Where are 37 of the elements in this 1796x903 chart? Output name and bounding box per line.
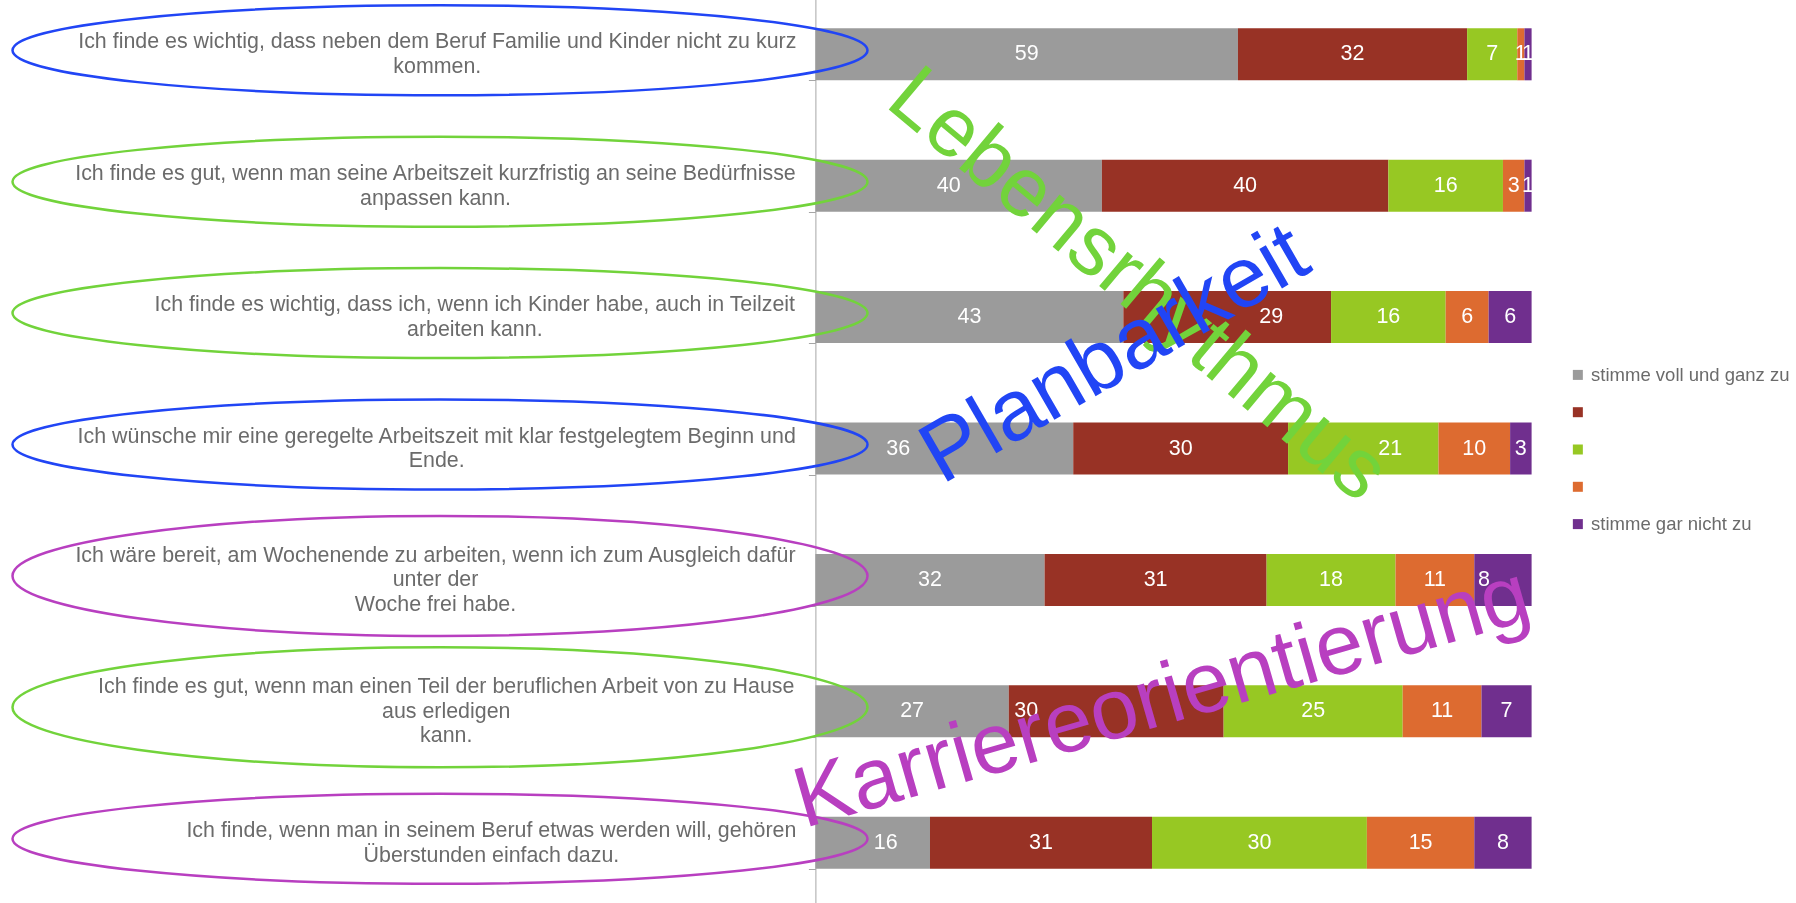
legend-label: stimme gar nicht zu <box>1591 513 1752 535</box>
data-label: 32 <box>1340 41 1365 66</box>
bar <box>1510 422 1532 475</box>
data-label: 6 <box>1504 304 1517 329</box>
bar <box>1467 28 1518 81</box>
bar <box>1488 291 1532 344</box>
bar <box>1223 685 1403 738</box>
y-tick-label: Ich wünsche mir eine geregelte Arbeitszeit mit klar festgelegtem Beginn und Ende. <box>77 423 796 473</box>
y-tick-label: Ich wäre bereit, am Wochenende zu arbeiten, wenn ich zum Ausgleich dafür unter der Woche frei habe. <box>75 542 796 617</box>
y-tick-label: Ich finde es wichtig, dass neben dem Beruf Familie und Kinder nicht zu kurz kommen. <box>78 29 797 79</box>
data-label: 16 <box>873 829 898 854</box>
y-tick-label: Ich finde es gut, wenn man seine Arbeitszeit kurzfristig an seine Bedürfnisse anpassen kann. <box>75 160 796 210</box>
bar <box>1402 685 1482 738</box>
bar <box>1438 422 1511 475</box>
data-label: 21 <box>1378 435 1403 460</box>
legend-label: stimme voll und ganz zu <box>1591 363 1790 385</box>
y-tick-label: Ich finde es gut, wenn man einen Teil der beruflichen Arbeit von zu Hause aus erledigen kann. <box>97 674 795 748</box>
data-label: 8 <box>1496 829 1509 854</box>
data-label: 30 <box>1247 829 1272 854</box>
data-label: 16 <box>1433 172 1458 197</box>
y-tick-label: Ich finde, wenn man in seinem Beruf etwas werden will, gehören Überstunden einfach dazu. <box>186 817 797 867</box>
bar <box>1388 159 1503 212</box>
data-label: 1 <box>1522 172 1534 197</box>
bar <box>1445 291 1489 344</box>
data-label: 59 <box>1014 41 1039 66</box>
data-label: 7 <box>1486 41 1499 66</box>
data-label: 31 <box>1029 829 1053 854</box>
y-tick-label: Ich finde es wichtig, dass ich, wenn ich Kinder habe, auch in Teilzeit arbeiten kann. <box>154 292 796 341</box>
bar <box>1524 159 1532 212</box>
data-label: 16 <box>1376 304 1401 329</box>
data-label: 6 <box>1461 304 1474 329</box>
data-label: 10 <box>1462 435 1487 460</box>
bar <box>1481 685 1532 738</box>
data-label: 15 <box>1408 829 1433 854</box>
bar <box>1524 28 1532 81</box>
data-label: 3 <box>1514 435 1527 460</box>
data-label: 3 <box>1507 172 1520 197</box>
